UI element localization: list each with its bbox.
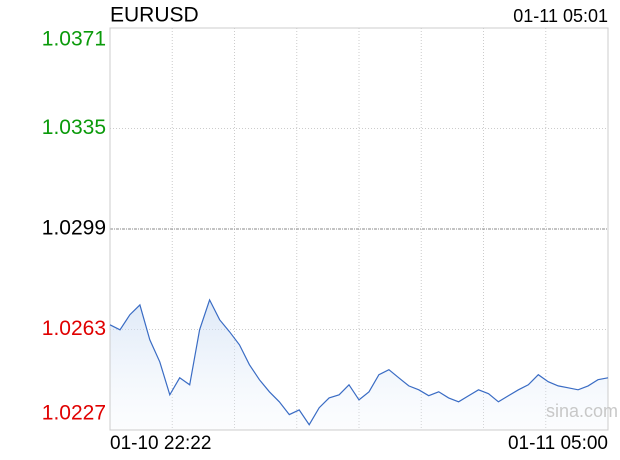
timestamp: 01-11 05:01 <box>513 6 608 26</box>
y-tick-label: 1.0299 <box>42 217 106 240</box>
y-tick-label: 1.0263 <box>42 317 106 340</box>
area <box>110 299 608 430</box>
price-line <box>109 298 609 426</box>
watermark: sina.com <box>546 401 618 421</box>
y-tick-label: 1.0371 <box>42 28 106 51</box>
x-tick-label: 01-10 22:22 <box>110 433 211 454</box>
chart-title: EURUSD <box>110 4 199 27</box>
x-tick-label: 01-11 05:00 <box>508 433 608 454</box>
plot-frame <box>109 27 609 431</box>
y-tick-label: 1.0335 <box>42 116 106 139</box>
y-tick-label: 1.0227 <box>42 402 106 425</box>
